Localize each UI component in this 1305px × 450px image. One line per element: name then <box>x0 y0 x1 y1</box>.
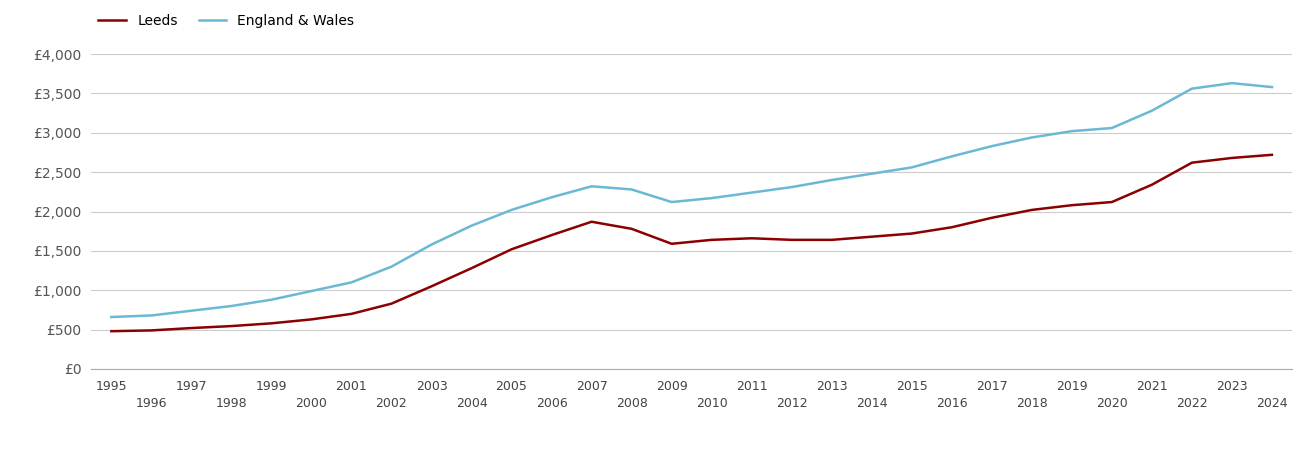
Text: 2014: 2014 <box>856 397 887 410</box>
England & Wales <box>1024 135 1040 140</box>
England & Wales <box>304 288 320 294</box>
Leeds <box>463 266 479 271</box>
Text: 2019: 2019 <box>1056 380 1087 393</box>
Leeds <box>944 225 959 230</box>
Leeds <box>904 231 920 236</box>
Text: 2009: 2009 <box>656 380 688 393</box>
Leeds <box>744 236 760 241</box>
Line: England & Wales: England & Wales <box>111 83 1272 317</box>
England & Wales <box>504 207 519 212</box>
Leeds <box>1024 207 1040 212</box>
England & Wales <box>984 144 1000 149</box>
Text: 2017: 2017 <box>976 380 1007 393</box>
England & Wales <box>1144 108 1160 113</box>
Leeds <box>984 215 1000 220</box>
Leeds <box>1265 152 1280 158</box>
England & Wales <box>463 223 479 228</box>
England & Wales <box>744 190 760 195</box>
Leeds <box>264 320 279 326</box>
Leeds <box>184 325 200 331</box>
Text: 2015: 2015 <box>897 380 928 393</box>
England & Wales <box>184 308 200 313</box>
England & Wales <box>1104 125 1120 130</box>
Text: 2002: 2002 <box>376 397 407 410</box>
Leeds <box>784 237 800 243</box>
Leeds <box>343 311 359 317</box>
England & Wales <box>544 194 560 200</box>
Text: 2021: 2021 <box>1137 380 1168 393</box>
Text: 2016: 2016 <box>936 397 967 410</box>
England & Wales <box>664 199 680 205</box>
Text: 1998: 1998 <box>215 397 247 410</box>
Text: 2022: 2022 <box>1176 397 1207 410</box>
Text: 2008: 2008 <box>616 397 647 410</box>
Text: 2010: 2010 <box>696 397 727 410</box>
Text: 2005: 2005 <box>496 380 527 393</box>
Text: 2011: 2011 <box>736 380 767 393</box>
Text: 1995: 1995 <box>95 380 127 393</box>
England & Wales <box>703 195 719 201</box>
Text: 2023: 2023 <box>1216 380 1248 393</box>
Text: 2024: 2024 <box>1257 397 1288 410</box>
England & Wales <box>904 165 920 170</box>
Leeds <box>703 237 719 243</box>
Text: 2006: 2006 <box>536 397 568 410</box>
Leeds <box>664 241 680 247</box>
Leeds <box>1104 199 1120 205</box>
Leeds <box>1064 202 1079 208</box>
Leeds <box>504 247 519 252</box>
England & Wales <box>784 184 800 190</box>
Leeds <box>1224 155 1240 161</box>
England & Wales <box>864 171 880 176</box>
Text: 2004: 2004 <box>455 397 487 410</box>
Leeds <box>144 328 159 333</box>
Text: 2018: 2018 <box>1017 397 1048 410</box>
England & Wales <box>1064 128 1079 134</box>
Text: 2013: 2013 <box>816 380 847 393</box>
Text: 1997: 1997 <box>176 380 207 393</box>
Leeds <box>1144 182 1160 187</box>
Line: Leeds: Leeds <box>111 155 1272 331</box>
Text: 2020: 2020 <box>1096 397 1128 410</box>
Leeds <box>624 226 639 231</box>
Leeds <box>544 232 560 238</box>
England & Wales <box>583 184 599 189</box>
Leeds <box>1184 160 1199 165</box>
Legend: Leeds, England & Wales: Leeds, England & Wales <box>98 14 355 28</box>
England & Wales <box>384 264 399 269</box>
Leeds <box>304 317 320 322</box>
England & Wales <box>944 154 959 159</box>
Text: 2007: 2007 <box>576 380 608 393</box>
Leeds <box>823 237 839 243</box>
England & Wales <box>624 187 639 192</box>
England & Wales <box>823 177 839 183</box>
Text: 1996: 1996 <box>136 397 167 410</box>
Leeds <box>103 328 119 334</box>
Leeds <box>424 284 440 289</box>
Leeds <box>864 234 880 239</box>
Text: 1999: 1999 <box>256 380 287 393</box>
England & Wales <box>343 279 359 285</box>
England & Wales <box>144 313 159 318</box>
England & Wales <box>424 242 440 248</box>
England & Wales <box>1224 81 1240 86</box>
Text: 2000: 2000 <box>295 397 328 410</box>
England & Wales <box>1184 86 1199 91</box>
England & Wales <box>264 297 279 302</box>
Text: 2003: 2003 <box>416 380 448 393</box>
Text: 2012: 2012 <box>776 397 808 410</box>
England & Wales <box>103 314 119 319</box>
Leeds <box>384 301 399 306</box>
Text: 2001: 2001 <box>335 380 367 393</box>
Leeds <box>583 219 599 225</box>
England & Wales <box>1265 84 1280 90</box>
England & Wales <box>223 303 239 309</box>
Leeds <box>223 324 239 329</box>
